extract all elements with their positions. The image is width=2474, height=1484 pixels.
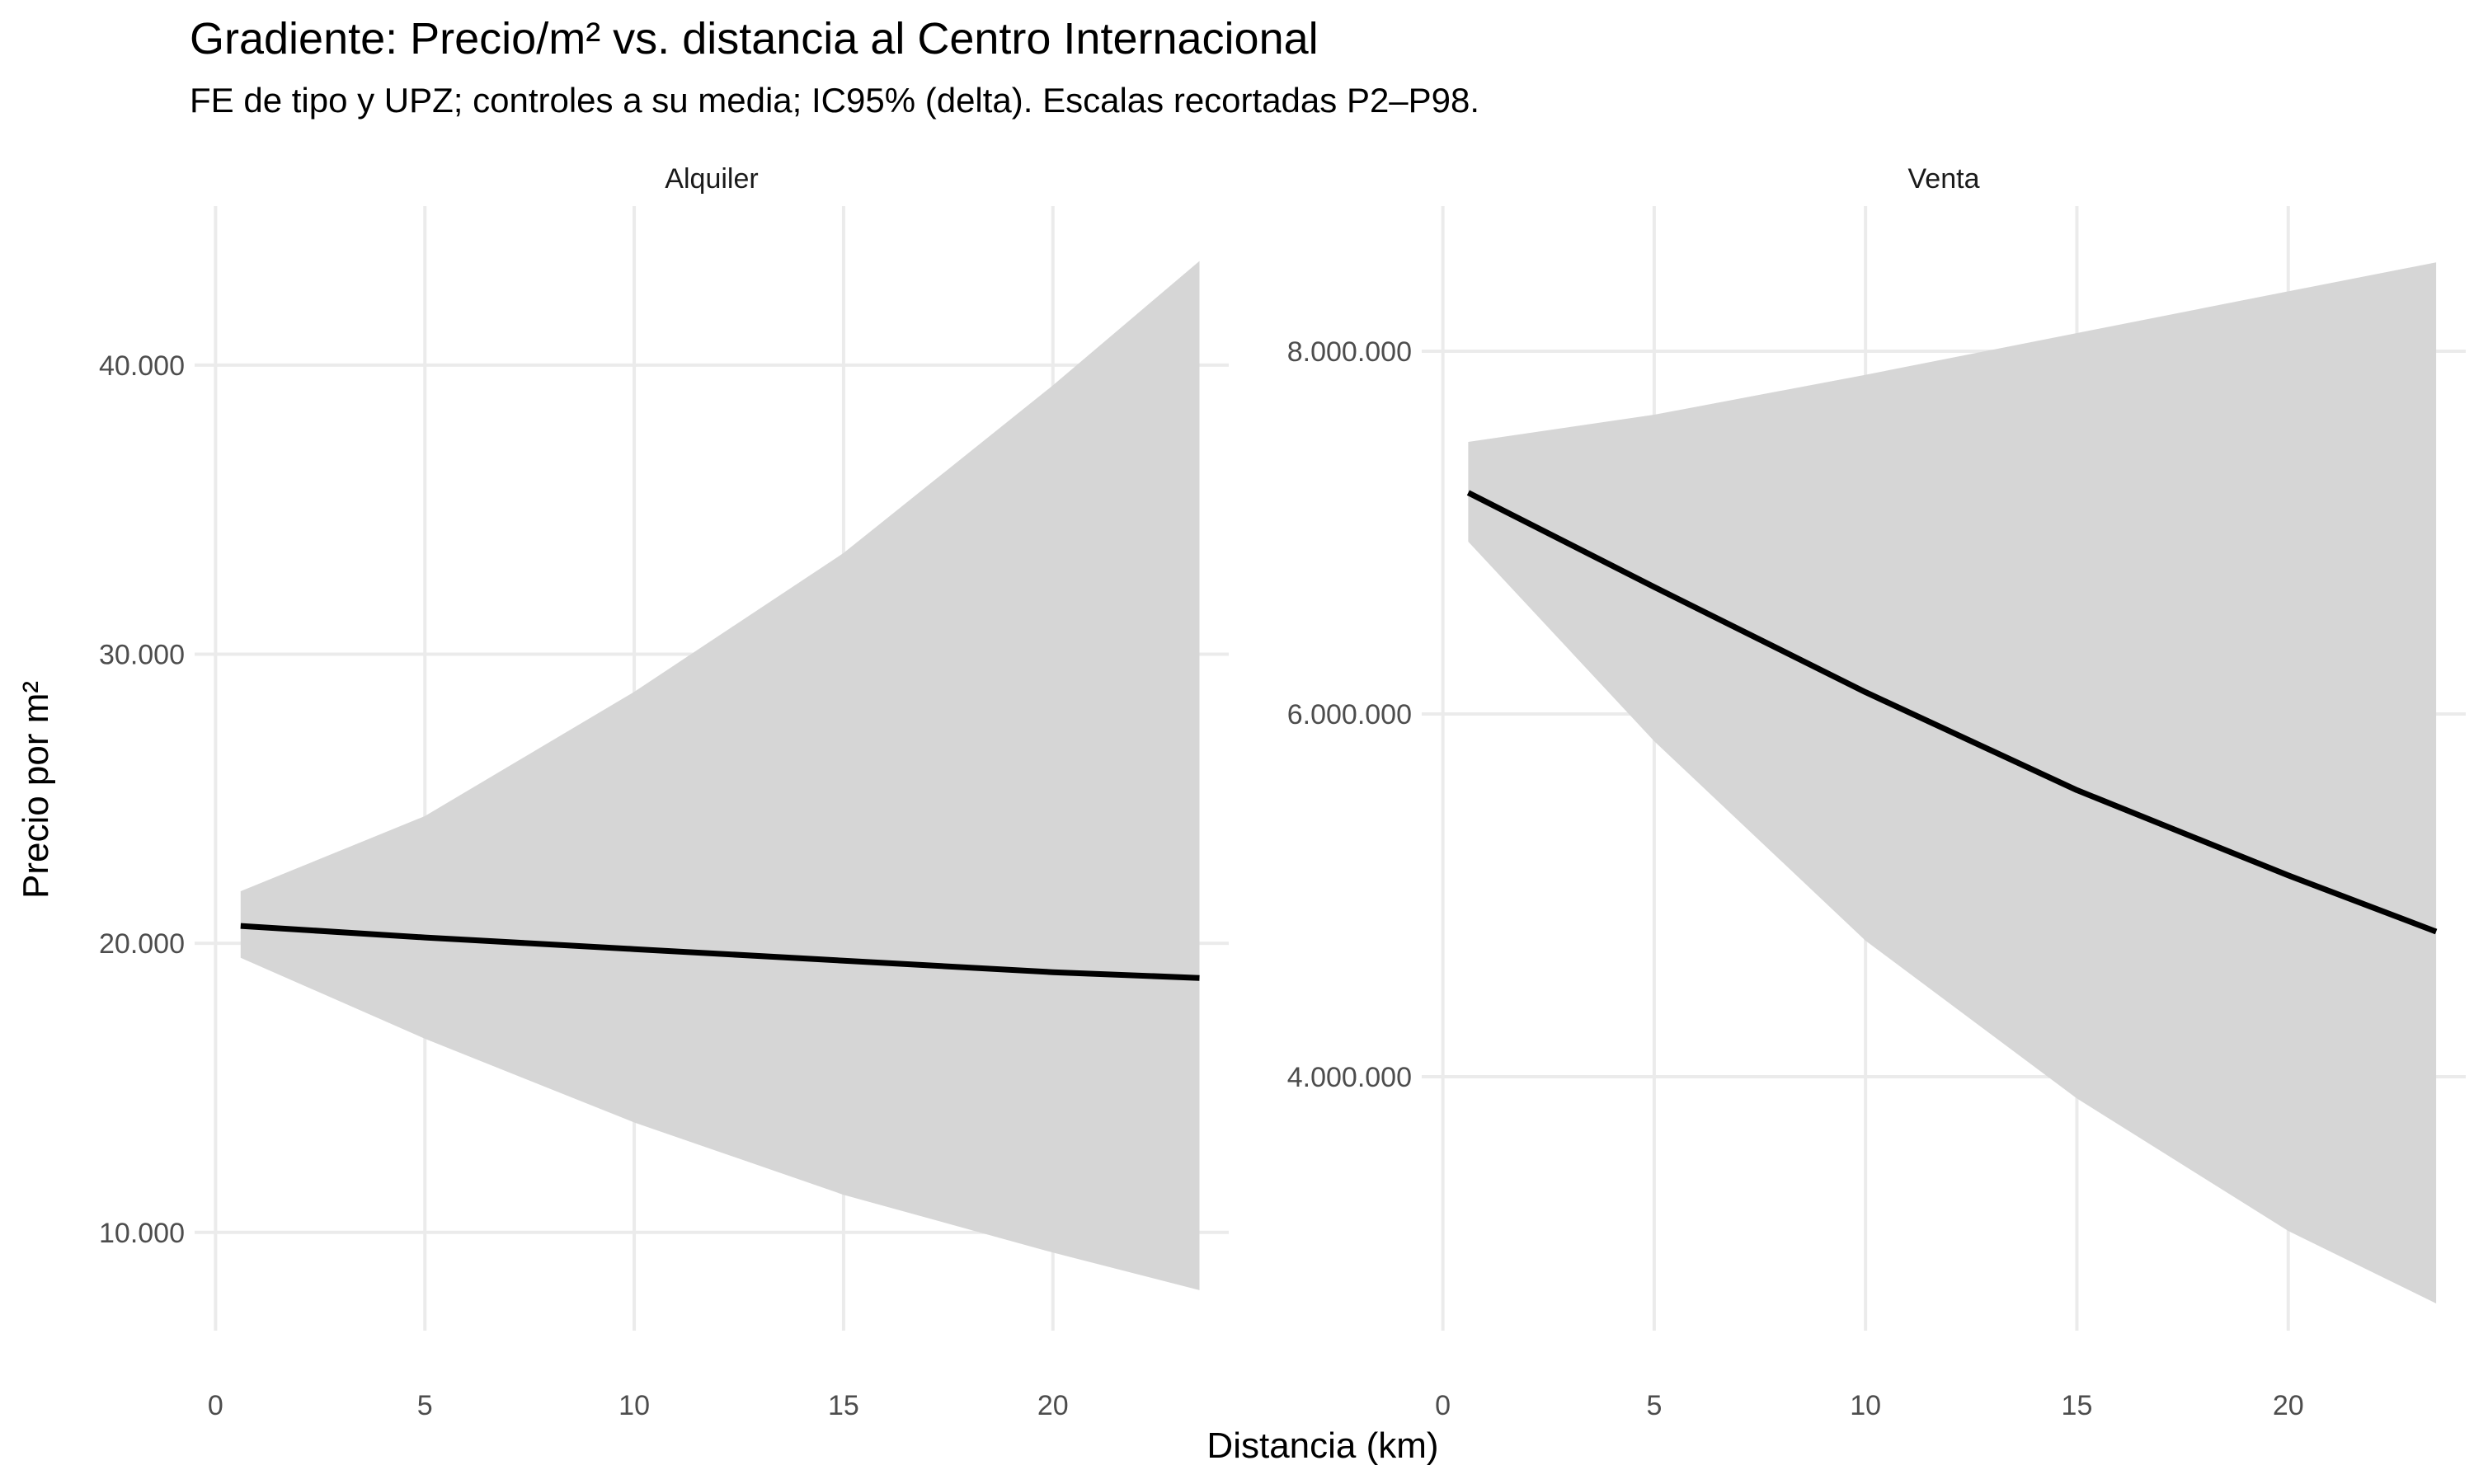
x-tick-label: 5 xyxy=(1646,1390,1662,1421)
y-tick-label: 10.000 xyxy=(99,1218,185,1249)
x-tick-label: 20 xyxy=(2273,1390,2304,1421)
y-tick-label: 30.000 xyxy=(99,639,185,670)
y-tick-label: 40.000 xyxy=(99,350,185,382)
y-tick-label: 4.000.000 xyxy=(1287,1062,1412,1093)
x-tick-label: 15 xyxy=(2062,1390,2093,1421)
chart-subtitle: FE de tipo y UPZ; controles a su media; … xyxy=(190,81,1479,120)
x-tick-label: 20 xyxy=(1037,1390,1069,1421)
x-tick-label: 0 xyxy=(208,1390,223,1421)
y-tick-label: 8.000.000 xyxy=(1287,336,1412,368)
facet-alquiler: Alquiler 0 5 10 15 20 10.000 20.000 30.000 40.000 xyxy=(99,163,1229,1421)
chart-title: Gradiente: Precio/m² vs. distancia al Ce… xyxy=(190,14,1319,63)
confidence-band xyxy=(240,261,1200,1290)
confidence-band xyxy=(1468,262,2437,1304)
x-tick-label: 10 xyxy=(1850,1390,1881,1421)
facet-label: Alquiler xyxy=(665,163,758,195)
facet-venta: Venta 0 5 10 15 20 4.000.000 6.000.000 8.000.000 xyxy=(1287,163,2466,1421)
y-tick-label: 20.000 xyxy=(99,928,185,960)
x-axis-title: Distancia (km) xyxy=(1206,1425,1438,1466)
y-tick-label: 6.000.000 xyxy=(1287,699,1412,730)
fit-line xyxy=(1466,490,2438,935)
x-tick-label: 15 xyxy=(828,1390,859,1421)
fit-line xyxy=(240,923,1200,981)
x-tick-label: 10 xyxy=(618,1390,650,1421)
facet-label: Venta xyxy=(1908,163,1980,195)
x-tick-label: 5 xyxy=(417,1390,433,1421)
x-tick-label: 0 xyxy=(1435,1390,1451,1421)
y-axis-title: Precio por m² xyxy=(16,681,56,899)
